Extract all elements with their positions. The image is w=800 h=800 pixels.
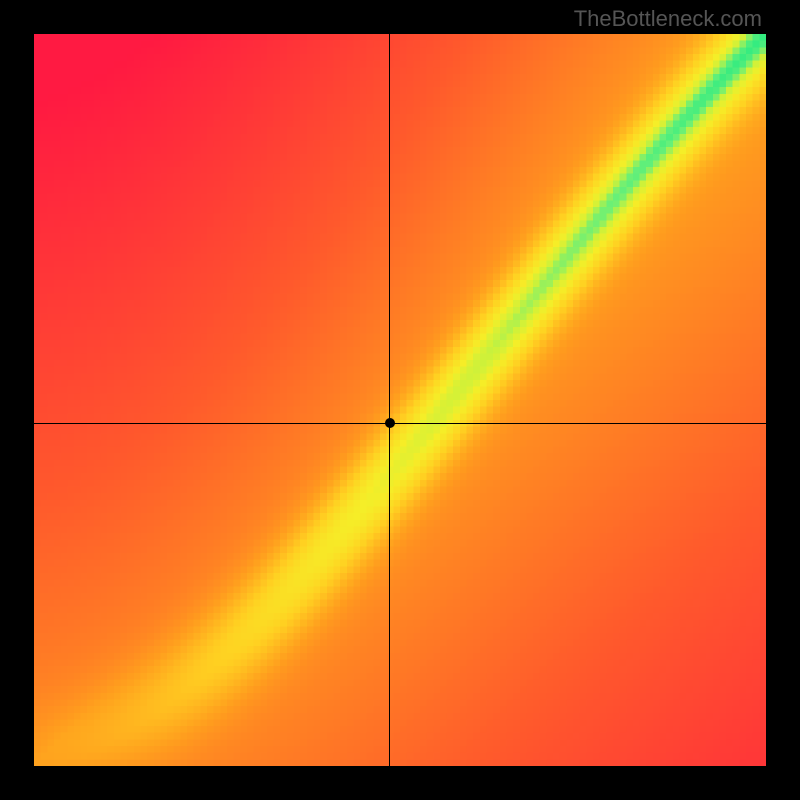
watermark-text: TheBottleneck.com <box>574 6 762 32</box>
chart-container: TheBottleneck.com <box>0 0 800 800</box>
bottleneck-heatmap <box>34 34 766 766</box>
crosshair-horizontal <box>34 423 766 424</box>
crosshair-vertical <box>389 34 390 766</box>
